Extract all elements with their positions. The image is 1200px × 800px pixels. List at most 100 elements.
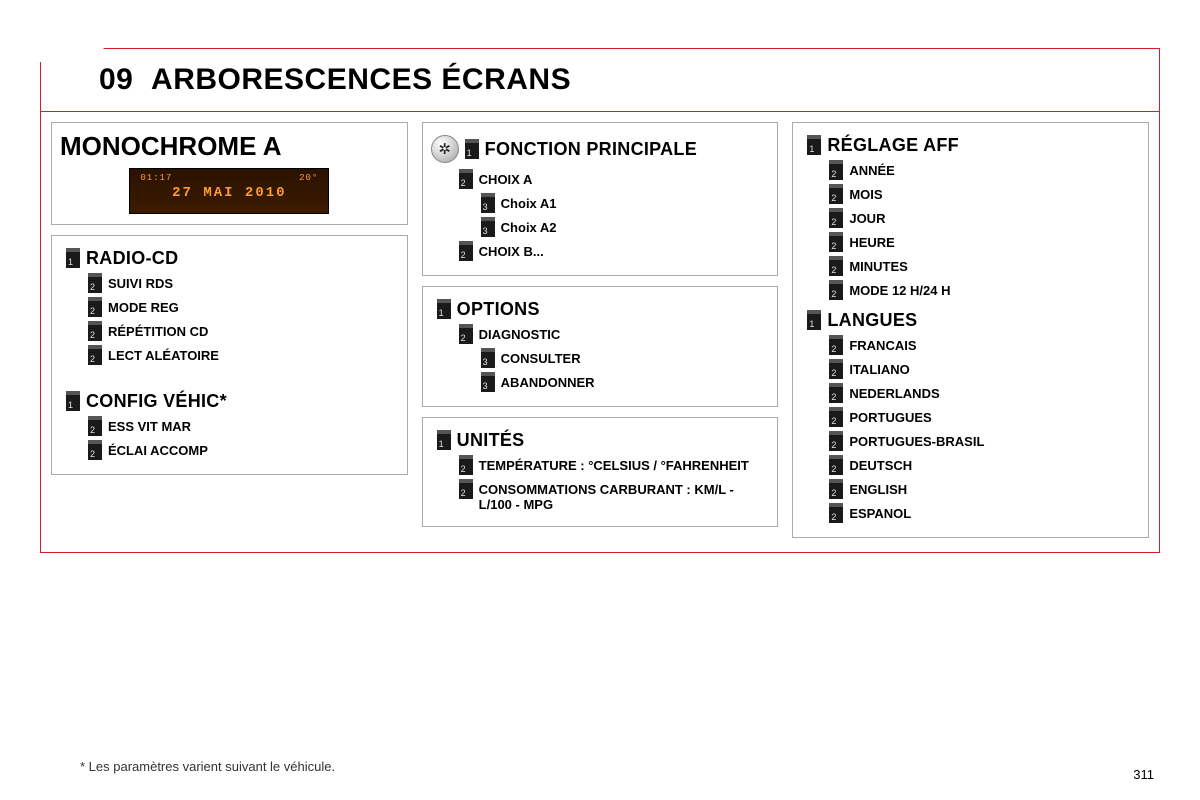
page-header: 09 ARBORESCENCES ÉCRANS bbox=[41, 49, 1159, 112]
level-badge-2: 2 bbox=[459, 455, 473, 475]
menu-item: 2DEUTSCH bbox=[829, 455, 1140, 475]
unites-head: UNITÉS bbox=[457, 430, 525, 451]
menu-item-label: MODE 12 H/24 H bbox=[849, 280, 950, 298]
menu-item: 2ANNÉE bbox=[829, 160, 1140, 180]
menu-item: 2 ÉCLAI ACCOMP bbox=[88, 440, 399, 460]
col-2: ✲ 1 FONCTION PRINCIPALE 2CHOIX A3Choix A… bbox=[422, 122, 779, 538]
options-box: 1 OPTIONS 2DIAGNOSTIC3CONSULTER3ABANDONN… bbox=[422, 286, 779, 407]
monochrome-box: MONOCHROME A 01:1720° 27 MAI 2010 bbox=[51, 122, 408, 225]
menu-item: 2 ESS VIT MAR bbox=[88, 416, 399, 436]
level-badge-2: 2 bbox=[88, 273, 102, 293]
fonction-head-row: ✲ 1 FONCTION PRINCIPALE bbox=[431, 135, 770, 163]
menu-item-label: CHOIX B... bbox=[479, 241, 544, 259]
menu-item-label: ÉCLAI ACCOMP bbox=[108, 440, 208, 458]
section-number: 09 bbox=[99, 63, 133, 96]
menu-item: 2 LECT ALÉATOIRE bbox=[88, 345, 399, 365]
level-badge-2: 2 bbox=[88, 440, 102, 460]
menu-item-label: ENGLISH bbox=[849, 479, 907, 497]
options-head-row: 1 OPTIONS bbox=[437, 299, 770, 320]
menu-item: 2MODE REG bbox=[88, 297, 399, 317]
level-badge-2: 2 bbox=[829, 184, 843, 204]
fonction-box: ✲ 1 FONCTION PRINCIPALE 2 CHOIX A 3Choix A… bbox=[422, 122, 779, 276]
level-badge-2: 2 bbox=[829, 383, 843, 403]
menu-item: 2 FRANCAIS bbox=[829, 335, 1140, 355]
level-badge-2: 2 bbox=[829, 208, 843, 228]
fonction-head: FONCTION PRINCIPALE bbox=[485, 139, 697, 160]
menu-item-label: HEURE bbox=[849, 232, 895, 250]
menu-item-label: PORTUGUES-BRASIL bbox=[849, 431, 984, 449]
col-3: 1 RÉGLAGE AFF 2ANNÉE2MOIS2JOUR2HEURE2MIN… bbox=[792, 122, 1149, 538]
menu-item-label: ESPANOL bbox=[849, 503, 911, 521]
langues-head: LANGUES bbox=[827, 310, 917, 331]
level-badge-2: 2 bbox=[88, 321, 102, 341]
level-badge-3: 3 bbox=[481, 348, 495, 368]
menu-item: 3Choix A1 bbox=[481, 193, 770, 213]
columns: MONOCHROME A 01:1720° 27 MAI 2010 1 RADI… bbox=[41, 112, 1159, 552]
menu-item-label: PORTUGUES bbox=[849, 407, 931, 425]
page-number: 311 bbox=[1133, 767, 1154, 782]
menu-item-label: CHOIX A bbox=[479, 169, 533, 187]
menu-item-label: NEDERLANDS bbox=[849, 383, 939, 401]
level-badge-2: 2 bbox=[459, 169, 473, 189]
lcd-date: 27 MAI 2010 bbox=[130, 185, 328, 201]
menu-item-label: Choix A2 bbox=[501, 217, 557, 235]
menu-item-label: FRANCAIS bbox=[849, 335, 916, 353]
section-title: ARBORESCENCES ÉCRANS bbox=[151, 63, 571, 96]
menu-item-label: MOIS bbox=[849, 184, 882, 202]
langues-head-row: 1 LANGUES bbox=[807, 310, 1140, 331]
lcd-display: 01:1720° 27 MAI 2010 bbox=[129, 168, 329, 214]
menu-item: 2 CHOIX A bbox=[459, 169, 770, 189]
menu-item-label: JOUR bbox=[849, 208, 885, 226]
radio-head: RADIO-CD bbox=[86, 248, 178, 269]
menu-item-label: LECT ALÉATOIRE bbox=[108, 345, 219, 363]
level-badge-2: 2 bbox=[829, 280, 843, 300]
unites-box: 1 UNITÉS 2 TEMPÉRATURE : °CELSIUS / °FAHR… bbox=[422, 417, 779, 527]
level-badge-1: 1 bbox=[807, 310, 821, 330]
menu-item-label: ABANDONNER bbox=[501, 372, 595, 390]
menu-item: 2 JOUR bbox=[829, 208, 1140, 228]
col3-box: 1 RÉGLAGE AFF 2ANNÉE2MOIS2JOUR2HEURE2MIN… bbox=[792, 122, 1149, 538]
menu-item-label: ESS VIT MAR bbox=[108, 416, 191, 434]
level-badge-1: 1 bbox=[66, 391, 80, 411]
menu-item: 2SUIVI RDS bbox=[88, 273, 399, 293]
monochrome-title: MONOCHROME A bbox=[60, 131, 399, 162]
menu-item: 2 ESPANOL bbox=[829, 503, 1140, 523]
level-badge-1: 1 bbox=[437, 430, 451, 450]
level-badge-2: 2 bbox=[829, 160, 843, 180]
level-badge-2: 2 bbox=[459, 479, 473, 499]
level-badge-1: 1 bbox=[807, 135, 821, 155]
menu-item: 2 ENGLISH bbox=[829, 479, 1140, 499]
level-badge-2: 2 bbox=[88, 416, 102, 436]
menu-item: 2 CONSOMMATIONS CARBURANT : KM/L - L/100 … bbox=[459, 479, 770, 512]
lcd-time: 01:17 bbox=[140, 173, 172, 183]
page-frame: 09 ARBORESCENCES ÉCRANS MONOCHROME A 01:… bbox=[40, 48, 1160, 553]
reglage-head-row: 1 RÉGLAGE AFF bbox=[807, 135, 1140, 156]
menu-item-label: DIAGNOSTIC bbox=[479, 324, 561, 342]
menu-item: 2ITALIANO bbox=[829, 359, 1140, 379]
menu-item: 2MINUTES bbox=[829, 256, 1140, 276]
level-badge-2: 2 bbox=[88, 345, 102, 365]
footnote: * Les paramètres varient suivant le véhi… bbox=[80, 759, 335, 774]
menu-item-label: CONSOMMATIONS CARBURANT : KM/L - L/100 -… bbox=[479, 479, 770, 512]
level-badge-1: 1 bbox=[437, 299, 451, 319]
menu-item-label: Choix A1 bbox=[501, 193, 557, 211]
menu-item-label: RÉPÉTITION CD bbox=[108, 321, 208, 339]
level-badge-2: 2 bbox=[829, 335, 843, 355]
options-head: OPTIONS bbox=[457, 299, 540, 320]
menu-item-label: CONSULTER bbox=[501, 348, 581, 366]
menu-item-label: TEMPÉRATURE : °CELSIUS / °FAHRENHEIT bbox=[479, 455, 749, 473]
menu-item: 2 NEDERLANDS bbox=[829, 383, 1140, 403]
col-1: MONOCHROME A 01:1720° 27 MAI 2010 1 RADI… bbox=[51, 122, 408, 538]
level-badge-1: 1 bbox=[66, 248, 80, 268]
menu-item: 2 HEURE bbox=[829, 232, 1140, 252]
config-head: CONFIG VÉHIC* bbox=[86, 391, 227, 412]
level-badge-2: 2 bbox=[829, 359, 843, 379]
sun-icon: ✲ bbox=[431, 135, 459, 163]
menu-item: 3Choix A2 bbox=[481, 217, 770, 237]
level-badge-2: 2 bbox=[829, 503, 843, 523]
level-badge-2: 2 bbox=[829, 232, 843, 252]
menu-item: 2DIAGNOSTIC bbox=[459, 324, 770, 344]
menu-item: 2 MOIS bbox=[829, 184, 1140, 204]
radio-head-row: 1 RADIO-CD bbox=[66, 248, 399, 269]
level-badge-2: 2 bbox=[829, 479, 843, 499]
